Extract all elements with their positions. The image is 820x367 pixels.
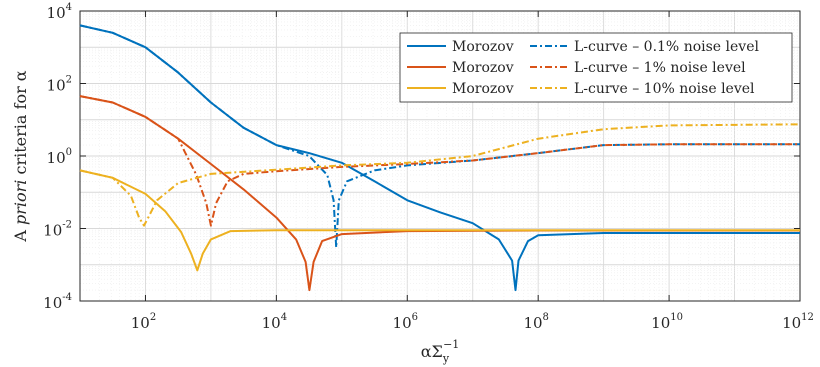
x-tick-exponent: 2 bbox=[150, 312, 156, 323]
x-tick-base: 10 bbox=[523, 314, 542, 332]
series-line-3 bbox=[79, 95, 800, 292]
y-axis-label: A priori criteria for α bbox=[11, 70, 30, 242]
x-axis-label: αΣy−1 bbox=[421, 338, 460, 365]
x-tick-base: 10 bbox=[393, 314, 412, 332]
x-tick-label: 106 bbox=[393, 312, 418, 332]
series-line-5 bbox=[79, 169, 800, 272]
axis-ticks bbox=[80, 10, 801, 302]
x-tick-labels: 102 104 106 108 1010 1012 bbox=[131, 312, 814, 332]
y-tick-label: 104 bbox=[47, 2, 72, 22]
x-tick-label: 102 bbox=[131, 312, 156, 332]
x-tick-base: 10 bbox=[131, 314, 150, 332]
y-tick-label: 10-2 bbox=[43, 220, 72, 240]
x-tick-exponent: 6 bbox=[412, 312, 418, 323]
x-tick-base: 10 bbox=[262, 314, 281, 332]
series-line-1 bbox=[79, 24, 800, 292]
series-line-6 bbox=[79, 123, 801, 227]
x-tick-base: 10 bbox=[651, 314, 670, 332]
y-tick-exponent: -4 bbox=[62, 292, 72, 303]
x-tick-exponent: 10 bbox=[670, 312, 683, 323]
y-tick-base: 10 bbox=[47, 77, 66, 95]
legend-box bbox=[399, 32, 793, 103]
x-tick-label: 108 bbox=[523, 312, 548, 332]
legend-label-lcurve: L-curve – 0.1% noise level bbox=[574, 39, 759, 55]
x-tick-label: 1012 bbox=[782, 312, 814, 332]
x-tick-exponent: 4 bbox=[281, 312, 287, 323]
y-tick-base: 10 bbox=[43, 294, 62, 312]
legend: Morozov L-curve – 0.1% noise level Morozov… bbox=[399, 32, 793, 103]
y-tick-exponent: 4 bbox=[66, 2, 72, 13]
y-tick-label: 100 bbox=[47, 147, 72, 167]
series-layer bbox=[79, 24, 801, 292]
series-line-4 bbox=[79, 95, 800, 227]
x-tick-label: 1010 bbox=[651, 312, 683, 332]
y-tick-exponent: 0 bbox=[66, 147, 72, 158]
x-tick-base: 10 bbox=[782, 314, 801, 332]
x-tick-exponent: 12 bbox=[801, 312, 814, 323]
y-tick-base: 10 bbox=[47, 149, 66, 167]
x-axis-label-subscript: y bbox=[442, 352, 450, 365]
legend-label-morozov: Morozov bbox=[452, 39, 514, 55]
y-tick-exponent: 2 bbox=[66, 75, 72, 86]
legend-label-morozov: Morozov bbox=[452, 60, 514, 76]
x-tick-exponent: 8 bbox=[543, 312, 549, 323]
y-tick-base: 10 bbox=[47, 4, 66, 22]
x-axis-label-superscript: −1 bbox=[443, 338, 459, 351]
legend-label-morozov: Morozov bbox=[452, 81, 514, 97]
legend-label-lcurve: L-curve – 10% noise level bbox=[574, 81, 755, 97]
y-tick-label: 102 bbox=[47, 75, 72, 95]
legend-label-lcurve: L-curve – 1% noise level bbox=[574, 60, 746, 76]
x-tick-label: 104 bbox=[262, 312, 287, 332]
y-tick-base: 10 bbox=[43, 222, 62, 240]
y-tick-exponent: -2 bbox=[62, 220, 72, 231]
y-tick-label: 10-4 bbox=[43, 292, 72, 312]
